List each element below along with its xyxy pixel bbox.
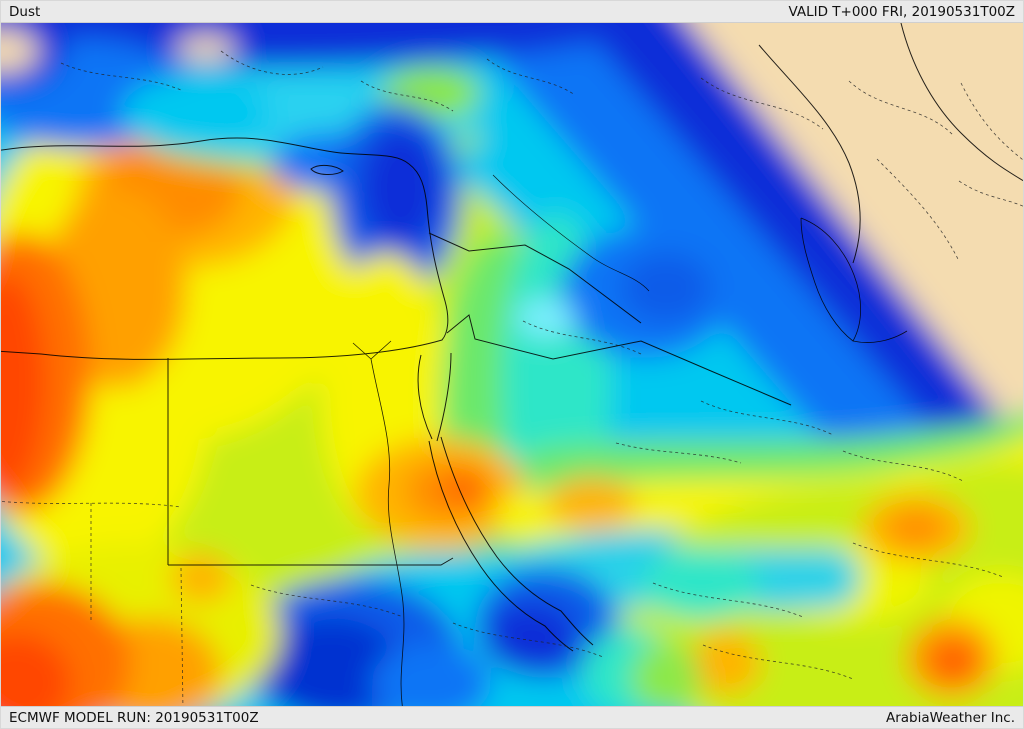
footer-bar: ECMWF MODEL RUN: 20190531T00Z ArabiaWeat… (1, 706, 1023, 728)
model-run-label: ECMWF MODEL RUN: 20190531T00Z (9, 709, 259, 726)
admin-boundaries (1, 50, 1023, 706)
dust-contour-field (1, 23, 1023, 706)
valid-time-label: VALID T+000 FRI, 20190531T00Z (788, 3, 1015, 20)
header-bar: Dust VALID T+000 FRI, 20190531T00Z (1, 1, 1023, 23)
product-title: Dust (9, 3, 41, 20)
country-borders (1, 23, 1023, 706)
dust-map (1, 23, 1023, 706)
dust-field-svg (1, 23, 1023, 706)
attribution-label: ArabiaWeather Inc. (885, 709, 1015, 726)
